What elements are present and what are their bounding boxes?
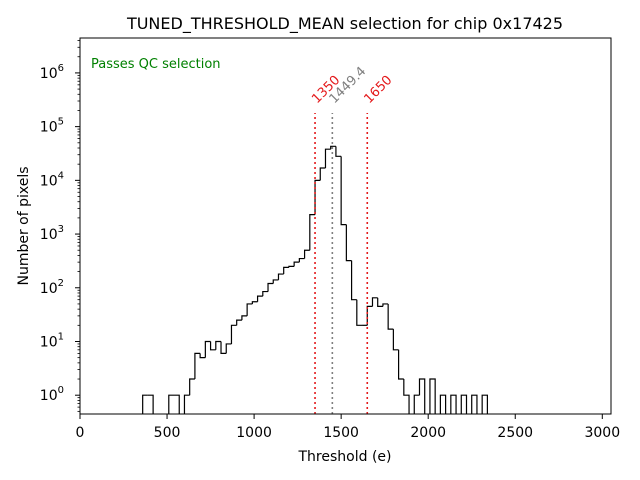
histogram-bin bbox=[142, 394, 148, 414]
histogram-bin bbox=[256, 295, 263, 302]
histogram-bin bbox=[319, 167, 326, 181]
histogram-bin bbox=[251, 301, 258, 304]
y-tick-exponent: 6 bbox=[58, 63, 64, 74]
axes-frame bbox=[79, 37, 612, 415]
y-tick-exponent: 5 bbox=[58, 117, 64, 128]
qc-annotation: Passes QC selection bbox=[91, 57, 221, 72]
histogram-bin bbox=[371, 297, 378, 307]
histogram-bin bbox=[225, 343, 232, 354]
histogram-bin bbox=[215, 340, 222, 350]
x-tick-label: 2000 bbox=[410, 425, 446, 441]
histogram-bin bbox=[298, 257, 305, 263]
histogram-bin bbox=[418, 378, 426, 414]
histogram-bin bbox=[262, 290, 269, 297]
y-tick-exponent: 2 bbox=[58, 278, 64, 289]
histogram-bin bbox=[288, 265, 295, 268]
histogram-bin bbox=[403, 379, 410, 414]
histogram-bin bbox=[189, 378, 195, 396]
histogram-bin bbox=[236, 319, 242, 326]
histogram-bin bbox=[283, 266, 289, 275]
histogram-bin bbox=[429, 378, 436, 414]
histogram-bin bbox=[220, 341, 227, 355]
x-tick-label: 500 bbox=[154, 425, 181, 441]
chart-title: TUNED_THRESHOLD_MEAN selection for chip … bbox=[126, 14, 563, 34]
histogram-bin bbox=[209, 341, 216, 351]
histogram-bin bbox=[147, 394, 154, 414]
histogram-bin bbox=[272, 279, 279, 284]
y-tick-exponent: 3 bbox=[58, 224, 64, 235]
histogram-bin bbox=[413, 394, 420, 414]
histogram-bin bbox=[350, 260, 357, 301]
histogram-bin bbox=[241, 315, 248, 321]
histogram-bin bbox=[340, 156, 347, 226]
y-tick-exponent: 4 bbox=[58, 170, 64, 181]
histogram-bin bbox=[345, 224, 352, 262]
histogram-bin bbox=[481, 394, 488, 414]
y-axis-label: Number of pixels bbox=[16, 166, 32, 285]
histogram-bin bbox=[439, 394, 447, 414]
histogram-bin bbox=[293, 261, 300, 267]
histogram-bin bbox=[309, 214, 316, 251]
histogram-bin bbox=[392, 329, 399, 351]
histogram-bin bbox=[246, 303, 253, 316]
x-tick-label: 0 bbox=[76, 425, 85, 441]
x-tick-label: 1500 bbox=[323, 425, 359, 441]
histogram-bin bbox=[366, 305, 373, 326]
histogram-bin bbox=[204, 340, 211, 358]
histogram-bin bbox=[183, 394, 190, 414]
histogram-bin bbox=[168, 394, 175, 414]
histogram-bin bbox=[267, 282, 274, 292]
x-tick-label: 2500 bbox=[497, 425, 533, 441]
histogram-bin bbox=[377, 297, 383, 307]
histogram-bin bbox=[194, 352, 201, 380]
histogram-bin bbox=[398, 349, 404, 380]
y-tick-exponent: 1 bbox=[58, 331, 64, 342]
histogram-bin bbox=[450, 394, 457, 414]
histogram-bin bbox=[277, 273, 284, 280]
histogram-bin bbox=[356, 299, 363, 326]
histogram-bin bbox=[330, 145, 336, 150]
histogram-bin bbox=[460, 394, 468, 414]
histogram-bin bbox=[387, 303, 394, 330]
x-axis-label: Threshold (e) bbox=[298, 449, 392, 465]
y-tick-exponent: 0 bbox=[58, 385, 64, 396]
histogram-bin bbox=[303, 249, 310, 259]
x-tick-label: 3000 bbox=[584, 425, 620, 441]
histogram-bin bbox=[199, 353, 206, 359]
x-tick-label: 1000 bbox=[236, 425, 272, 441]
histogram-bin bbox=[335, 146, 342, 157]
histogram-bin bbox=[324, 148, 331, 168]
histogram-bin bbox=[382, 303, 389, 307]
histogram-bin bbox=[471, 394, 478, 414]
histogram-bin bbox=[174, 394, 180, 414]
histogram-bin bbox=[230, 324, 237, 344]
